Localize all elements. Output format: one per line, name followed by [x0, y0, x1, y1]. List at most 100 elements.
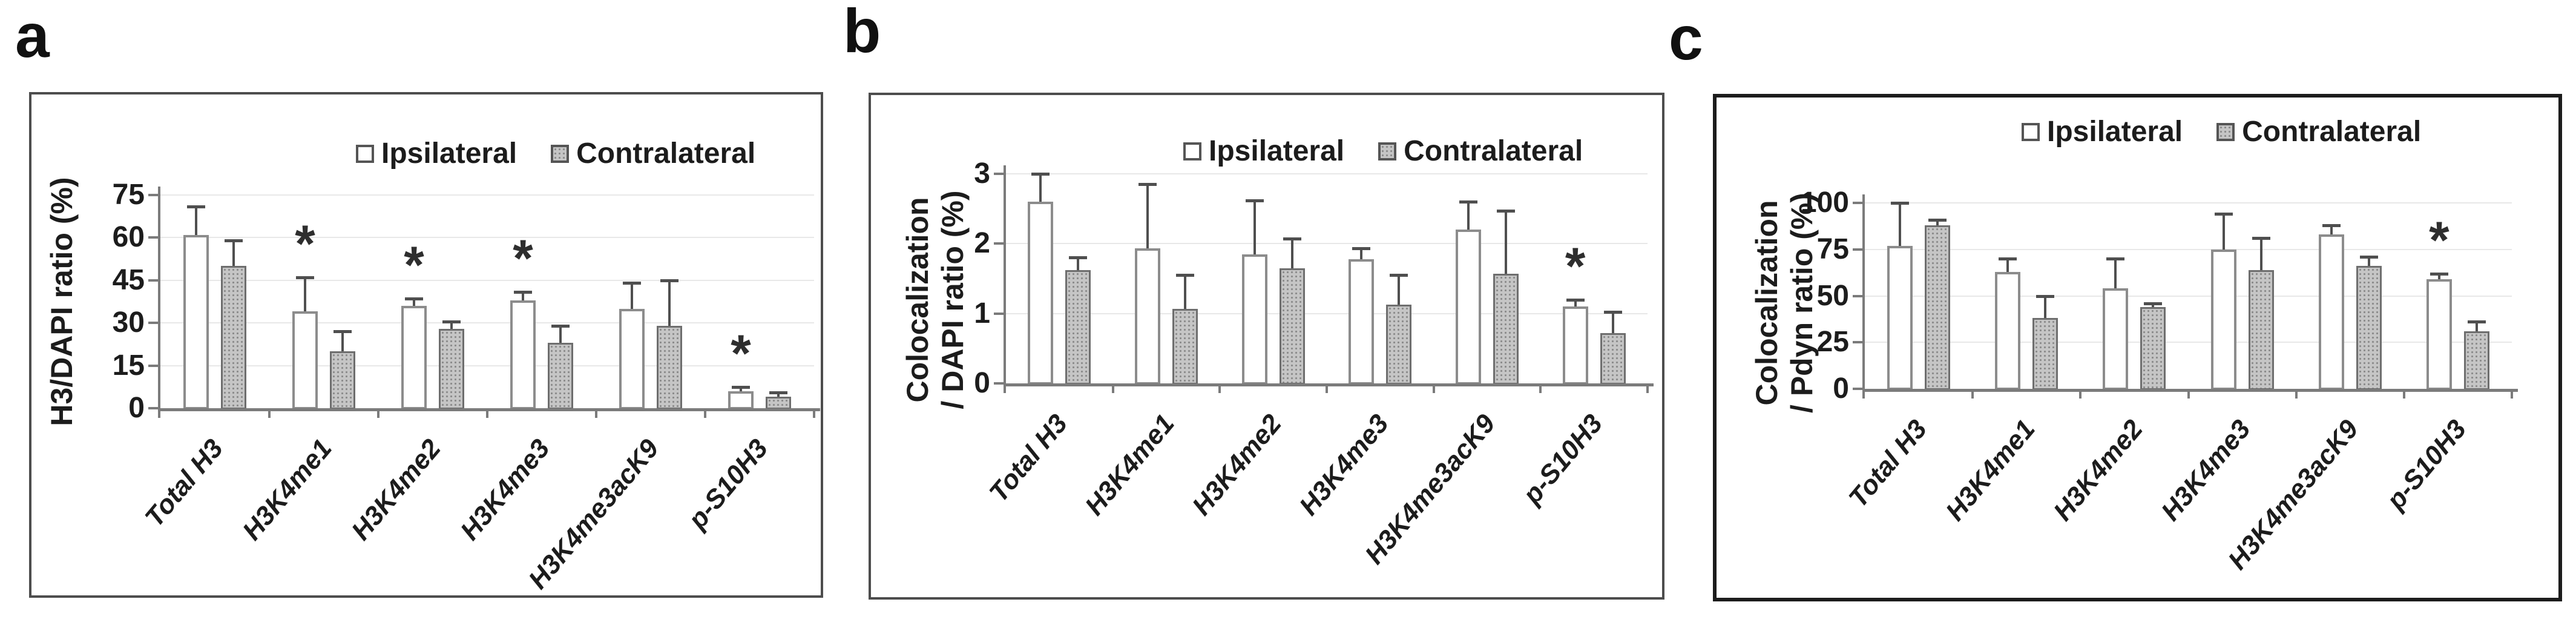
error-bar-cap	[1352, 247, 1371, 251]
bar-ipsilateral	[1887, 245, 1913, 390]
x-axis-tick	[1971, 389, 1974, 399]
error-bar	[2222, 214, 2225, 250]
bar-contralateral	[657, 325, 682, 409]
legend-label-ipsilateral: Ipsilateral	[2047, 116, 2183, 148]
error-bar-cap	[1138, 183, 1157, 187]
y-axis-tick	[994, 382, 1004, 385]
gridline	[1865, 295, 2512, 297]
bar-ipsilateral	[401, 306, 427, 409]
error-bar-cap	[1603, 311, 1622, 314]
gridline	[160, 194, 814, 196]
legend: Ipsilateral Contralateral	[356, 137, 755, 170]
bar-ipsilateral	[2210, 249, 2236, 390]
error-bar-cap	[2036, 294, 2055, 298]
error-bar	[740, 386, 742, 391]
x-axis-tick	[1111, 383, 1114, 393]
y-tick-label: 50	[1816, 279, 1849, 312]
bar-ipsilateral	[510, 300, 536, 409]
error-bar	[2330, 225, 2333, 235]
y-axis-tick	[1853, 388, 1862, 390]
bar-ipsilateral	[619, 308, 645, 409]
error-bar-cap	[2430, 272, 2448, 276]
error-bar	[1611, 312, 1614, 333]
panel-letter-b: b	[843, 0, 881, 65]
error-bar	[1899, 203, 1902, 246]
panel-letter-c: c	[1669, 4, 1703, 73]
error-bar-cap	[2467, 320, 2486, 324]
error-bar-cap	[1891, 202, 1910, 205]
y-axis-tick	[148, 364, 158, 367]
error-bar	[2114, 259, 2117, 289]
y-axis-label: Colocalization / Pdyn ratio (%)	[1749, 109, 1819, 497]
error-bar-cap	[1245, 199, 1264, 202]
error-bar-cap	[623, 282, 641, 285]
error-bar-cap	[2214, 213, 2233, 216]
x-axis-line	[1004, 383, 1654, 386]
gridline	[160, 237, 814, 239]
y-tick-label: 0	[1833, 372, 1849, 405]
bar-contralateral	[2356, 266, 2382, 390]
error-bar-cap	[187, 205, 205, 208]
error-bar	[1467, 202, 1470, 230]
y-axis-tick	[994, 242, 1004, 245]
error-bar	[2152, 303, 2155, 307]
y-tick-label: 3	[974, 157, 990, 190]
bar-ipsilateral	[1349, 259, 1375, 385]
significance-star: *	[2429, 211, 2450, 270]
bar-ipsilateral	[1456, 230, 1481, 385]
legend: Ipsilateral Contralateral	[2022, 115, 2421, 148]
bar-contralateral	[1386, 304, 1412, 385]
bar-contralateral	[2248, 270, 2274, 390]
error-bar	[1184, 275, 1186, 309]
error-bar-cap	[551, 324, 570, 328]
y-tick-label: 25	[1816, 326, 1849, 359]
legend-item-ipsilateral: Ipsilateral	[2022, 115, 2183, 148]
error-bar	[2006, 259, 2009, 272]
error-bar	[413, 299, 415, 306]
panel-c-box	[1713, 94, 2562, 601]
ipsilateral-swatch-icon	[356, 144, 374, 163]
error-bar-cap	[660, 279, 678, 282]
error-bar	[777, 392, 780, 397]
bar-contralateral	[548, 343, 573, 409]
x-axis-tick	[1432, 383, 1435, 393]
bar-ipsilateral	[2426, 279, 2452, 390]
x-axis-tick	[2079, 389, 2082, 399]
error-bar-cap	[1459, 200, 1477, 204]
y-tick-label: 30	[112, 306, 145, 339]
contralateral-swatch-icon	[1378, 142, 1397, 160]
bar-contralateral	[1279, 268, 1305, 385]
y-tick-label: 2	[974, 227, 990, 260]
error-bar-cap	[405, 297, 423, 301]
y-axis-label: Colocalization / DAPI ratio (%)	[900, 106, 970, 494]
error-bar-cap	[1497, 210, 1515, 213]
x-axis-tick	[2511, 389, 2513, 399]
y-axis-line	[1004, 165, 1006, 393]
error-bar-cap	[334, 330, 352, 334]
bar-contralateral	[1172, 308, 1198, 385]
x-axis-tick	[1539, 383, 1542, 393]
gridline	[160, 322, 814, 324]
significance-star: *	[513, 229, 533, 288]
bar-contralateral	[1600, 333, 1626, 385]
error-bar	[668, 280, 671, 326]
x-axis-tick	[595, 408, 597, 418]
error-bar	[1077, 257, 1080, 271]
gridline	[1006, 313, 1648, 314]
y-axis-label-line: / DAPI ratio (%)	[936, 190, 970, 409]
x-axis-tick	[2402, 389, 2405, 399]
error-bar	[1398, 275, 1401, 305]
x-axis-tick	[1218, 383, 1221, 393]
error-bar-cap	[1999, 257, 2017, 261]
error-bar	[1574, 299, 1577, 307]
y-tick-label: 15	[112, 349, 145, 382]
x-axis-tick	[1646, 383, 1649, 393]
y-axis-label-line: H3/DAPI ratio (%)	[45, 177, 79, 426]
error-bar	[559, 325, 562, 343]
y-axis-tick	[1853, 294, 1862, 297]
legend: Ipsilateral Contralateral	[1183, 134, 1583, 168]
y-axis-line	[158, 187, 160, 418]
y-axis-tick	[1853, 341, 1862, 344]
error-bar-cap	[1031, 173, 1050, 176]
